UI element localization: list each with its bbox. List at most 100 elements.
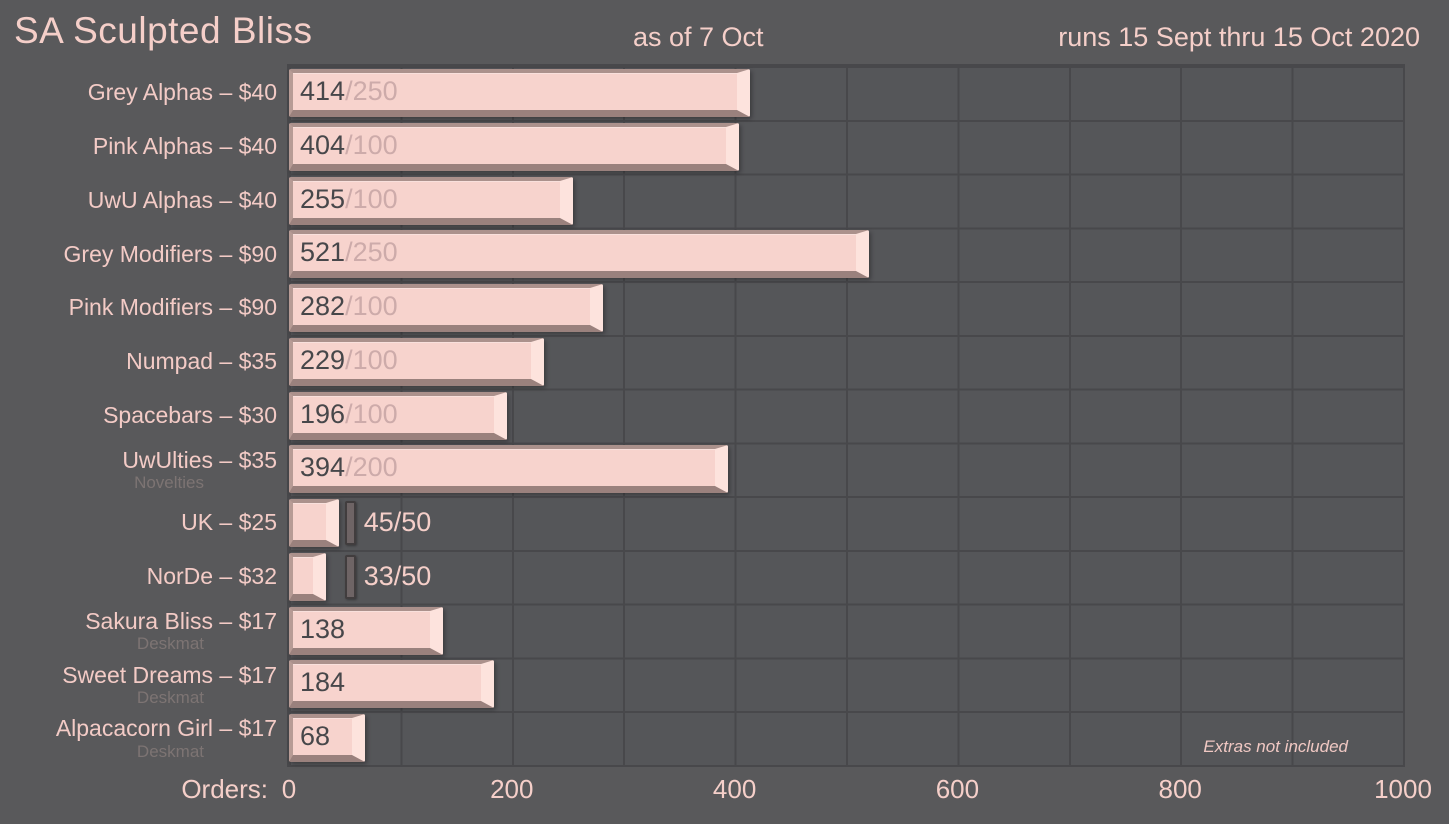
bar-area: 68 68	[289, 711, 1403, 765]
goal-count: /100	[345, 291, 398, 322]
chart-row: Spacebars – $30 196/100 196/100	[0, 389, 1449, 443]
order-bar[interactable]: 282/100	[289, 284, 604, 333]
bar-area: 521/250 521/250	[289, 227, 1403, 281]
row-label: Spacebars – $30	[103, 401, 277, 428]
sold-count: 404	[300, 129, 346, 160]
order-bar[interactable]: 68	[289, 714, 365, 763]
goal-count: /200	[345, 452, 398, 483]
x-tick: 0	[281, 774, 297, 804]
bar-area: 282/100 282/100	[289, 281, 1403, 335]
chart-row: Grey Modifiers – $90 521/250 521/250	[0, 227, 1449, 281]
chart-row: UK – $25 45/50 45/50	[0, 496, 1449, 550]
bar-area: 184 184	[289, 657, 1403, 711]
row-label: Sweet Dreams – $17	[62, 661, 277, 688]
goal-count: /250	[345, 76, 398, 106]
chart-row: UwU Alphas – $40 255/100 255/100	[0, 174, 1449, 228]
bar-area: 394/200 394/200	[289, 442, 1403, 496]
row-sublabel: Novelties	[134, 472, 204, 492]
row-label-cell: Spacebars – $30	[0, 389, 277, 443]
order-bar[interactable]: 45/50	[289, 499, 340, 548]
chart-row: Pink Modifiers – $90 282/100 282/100	[0, 281, 1449, 335]
goal-marker	[344, 501, 356, 546]
row-label: Pink Modifiers – $90	[68, 294, 277, 321]
order-bar[interactable]: 404/100	[289, 122, 740, 171]
bar-value: 196/100	[293, 396, 494, 432]
order-bar[interactable]: 521/250	[289, 230, 870, 279]
row-label: Grey Alphas – $40	[87, 79, 277, 106]
row-label: Sakura Bliss – $17	[85, 607, 277, 634]
goal-count: /100	[345, 183, 398, 214]
as-of-date: as of 7 Oct	[633, 22, 764, 52]
row-label-cell: Sweet Dreams – $17 Deskmat	[0, 657, 277, 711]
bar-area: 33/50 33/50	[289, 550, 1403, 604]
row-label-cell: Pink Alphas – $40	[0, 120, 277, 174]
sold-count: 184	[300, 667, 346, 698]
order-bar[interactable]: 33/50	[289, 552, 326, 601]
order-bar[interactable]: 394/200	[289, 445, 728, 494]
goal-count: /50	[393, 507, 432, 538]
order-bar[interactable]: 184	[289, 660, 494, 709]
row-label: NorDe – $32	[146, 563, 277, 590]
chart-row: UwUlties – $35 Novelties 394/200 394/200	[0, 442, 1449, 496]
row-label: UwU Alphas – $40	[87, 186, 277, 213]
chart-row: Grey Alphas – $40 414/250 414/250	[0, 66, 1449, 120]
row-sublabel: Deskmat	[136, 634, 204, 654]
row-label: UwUlties – $35	[122, 446, 277, 473]
row-label: Pink Alphas – $40	[92, 133, 277, 159]
bar-area: 196/100 196/100	[289, 389, 1403, 443]
goal-count: /100	[345, 129, 398, 160]
chart-row: Alpacacorn Girl – $17 Deskmat 68 68	[0, 711, 1449, 765]
goal-count: /100	[345, 344, 398, 375]
bar-area: 404/100 404/100	[289, 120, 1403, 174]
row-label: Numpad – $35	[126, 348, 277, 375]
chart-row: Sakura Bliss – $17 Deskmat 138 138	[0, 604, 1449, 658]
sold-count: 282	[300, 291, 346, 322]
bar-value-outside: 45/50	[364, 496, 432, 550]
order-bar[interactable]: 138	[289, 606, 443, 655]
order-bar[interactable]: 229/100	[289, 337, 545, 386]
bar-area: 138 138	[289, 604, 1403, 658]
row-label-cell: Numpad – $35	[0, 335, 277, 389]
bar-value: 394/200	[293, 449, 715, 485]
sold-count: 521	[300, 237, 346, 268]
sold-count: 229	[300, 344, 346, 375]
x-tick: 600	[935, 774, 980, 804]
sold-count: 33	[363, 560, 394, 591]
x-tick: 200	[490, 774, 534, 804]
order-bar[interactable]: 196/100	[289, 391, 508, 440]
extras-note: Extras not included	[1203, 737, 1348, 756]
x-axis: Orders: 0 200 400 600 800 1000	[0, 767, 1449, 817]
bar-value: 229/100	[293, 342, 531, 378]
sold-count: 414	[300, 76, 346, 106]
bar-value: 404/100	[293, 127, 726, 163]
row-sublabel: Deskmat	[136, 741, 204, 761]
sold-count: 68	[300, 721, 331, 752]
row-sublabel: Deskmat	[136, 687, 204, 707]
sold-count: 45	[363, 507, 394, 538]
order-bar[interactable]: 414/250	[289, 69, 751, 117]
chart-row: Numpad – $35 229/100 229/100	[0, 335, 1449, 389]
sold-count: 394	[300, 452, 346, 483]
row-label-cell: NorDe – $32	[0, 550, 277, 604]
bar-value: 68	[293, 718, 352, 754]
bar-area: 414/250 414/250	[289, 66, 1403, 120]
rows: Grey Alphas – $40 414/250 414/250 Pink A…	[0, 66, 1449, 765]
row-label: Grey Modifiers – $90	[63, 240, 277, 267]
row-label-cell: UK – $25	[0, 496, 277, 550]
bar-value: 414/250	[293, 73, 737, 109]
page-title: SA Sculpted Bliss	[14, 10, 313, 51]
bar-value: 184	[293, 664, 481, 700]
bar-area: 255/100 255/100	[289, 174, 1403, 228]
sold-count: 138	[300, 613, 346, 644]
bar-area: 45/50 45/50	[289, 496, 1403, 550]
order-bar[interactable]: 255/100	[289, 176, 574, 225]
row-label: UK – $25	[181, 509, 277, 536]
row-label-cell: UwUlties – $35 Novelties	[0, 442, 277, 496]
goal-count: /100	[345, 398, 398, 429]
goal-marker	[344, 554, 356, 599]
row-label-cell: UwU Alphas – $40	[0, 174, 277, 228]
chart-row: NorDe – $32 33/50 33/50	[0, 550, 1449, 604]
x-axis-title: Orders:	[181, 774, 268, 804]
row-label-cell: Pink Modifiers – $90	[0, 281, 277, 335]
